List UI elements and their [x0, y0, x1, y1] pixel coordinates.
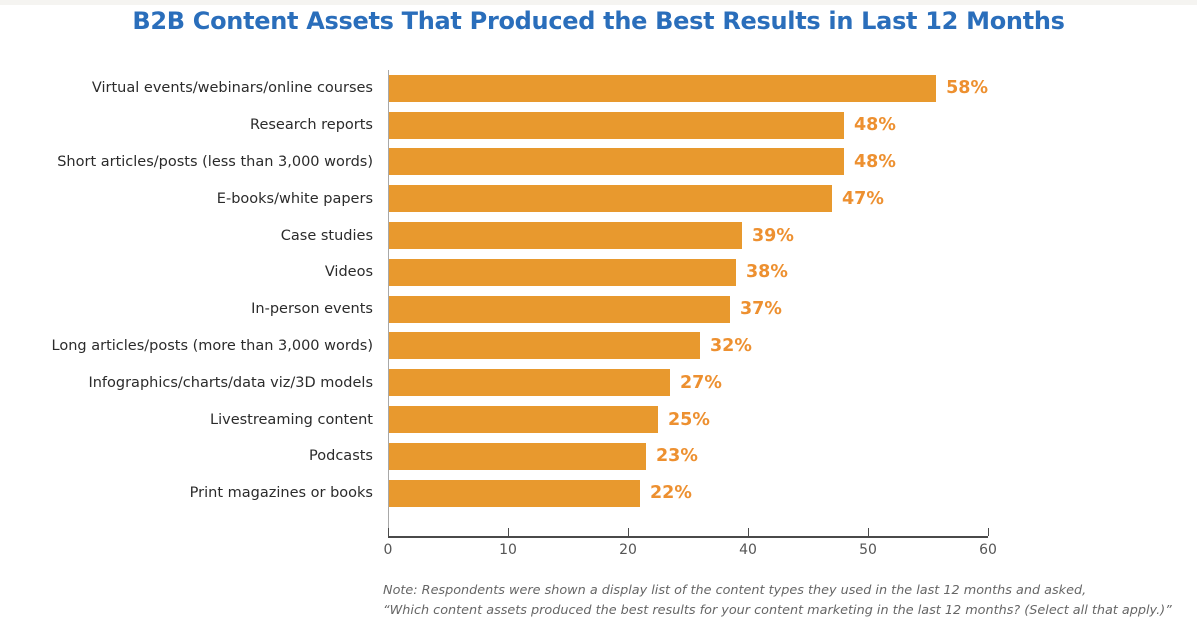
page-top-band: [0, 0, 1197, 5]
bar-value-label: 48%: [854, 115, 896, 136]
x-axis-tick-label: 10: [499, 542, 517, 558]
bar-value-label: 48%: [854, 151, 896, 172]
bar-value-label: 38%: [746, 262, 788, 283]
x-axis-tick: [868, 528, 869, 536]
bar-row: 47%: [388, 180, 988, 217]
bar-row: 48%: [388, 144, 988, 181]
x-axis-tick-label: 20: [619, 542, 637, 558]
bar-value-label: 37%: [740, 299, 782, 320]
x-axis-tick: [388, 528, 389, 536]
footnote-line: “Which content assets produced the best …: [383, 602, 1172, 618]
bar-value-label: 39%: [752, 225, 794, 246]
x-axis-line: [388, 536, 988, 538]
bar: [388, 258, 736, 286]
category-label: Infographics/charts/data viz/3D models: [88, 374, 373, 391]
bar-row: 32%: [388, 328, 988, 365]
category-label: E-books/white papers: [216, 190, 373, 207]
bar-row: 25%: [388, 401, 988, 438]
bar-value-label: 27%: [680, 372, 722, 393]
bar-value-label: 47%: [842, 188, 884, 209]
category-labels: Virtual events/webinars/online courses Re…: [0, 70, 388, 512]
x-axis-tick-label: 50: [859, 542, 877, 558]
bar: [388, 111, 844, 139]
bar-value-label: 58%: [946, 78, 988, 99]
bar-row: 27%: [388, 364, 988, 401]
category-label: Print magazines or books: [189, 485, 373, 502]
category-label: Long articles/posts (more than 3,000 wor…: [51, 337, 373, 354]
category-label: Research reports: [250, 117, 373, 134]
x-axis-tick: [748, 528, 749, 536]
bar: [388, 479, 640, 507]
bar-row: 39%: [388, 217, 988, 254]
category-label: Virtual events/webinars/online courses: [91, 80, 373, 97]
bar-row: 38%: [388, 254, 988, 291]
bar: [388, 74, 937, 102]
bar-row: 22%: [388, 475, 988, 512]
category-label: In-person events: [251, 301, 373, 318]
bar-value-label: 32%: [710, 335, 752, 356]
x-axis-tick: [508, 528, 509, 536]
x-axis-tick-label: 0: [383, 542, 393, 558]
plot-area: 58% 48% 48% 47% 39% 38% 37% 32% 27% 25% 23% 22% 0 10…: [384, 70, 997, 558]
bar-row: 58%: [388, 70, 988, 107]
footnote: Note: Respondents were shown a display l…: [383, 581, 1172, 621]
bar: [388, 185, 832, 213]
category-label: Livestreaming content: [210, 411, 373, 428]
bar-row: 37%: [388, 291, 988, 328]
bar-value-label: 22%: [650, 483, 692, 504]
chart-title: B2B Content Assets That Produced the Bes…: [132, 7, 1065, 35]
category-label: Short articles/posts (less than 3,000 wo…: [57, 153, 373, 170]
bar: [388, 406, 658, 434]
bar: [388, 332, 700, 360]
category-label: Videos: [324, 264, 373, 281]
bar-value-label: 23%: [656, 446, 698, 467]
bar: [388, 442, 646, 470]
y-axis-line: [388, 70, 389, 538]
bar-rows: 58% 48% 48% 47% 39% 38% 37% 32% 27% 25% 23% 22%: [388, 70, 988, 512]
category-label: Case studies: [280, 227, 373, 244]
x-axis-tick-label: 40: [739, 542, 757, 558]
category-label: Podcasts: [309, 448, 373, 465]
x-axis-tick: [628, 528, 629, 536]
bar: [388, 369, 670, 397]
bar: [388, 222, 742, 250]
bar-chart: Virtual events/webinars/online courses Re…: [0, 70, 997, 558]
bar-row: 48%: [388, 107, 988, 144]
bar: [388, 148, 844, 176]
x-axis-tick-label: 60: [979, 542, 997, 558]
footnote-line: Note: Respondents were shown a display l…: [383, 583, 1087, 598]
bar-value-label: 25%: [668, 409, 710, 430]
bar-row: 23%: [388, 438, 988, 475]
bar: [388, 295, 730, 323]
x-axis-tick: [988, 528, 989, 536]
